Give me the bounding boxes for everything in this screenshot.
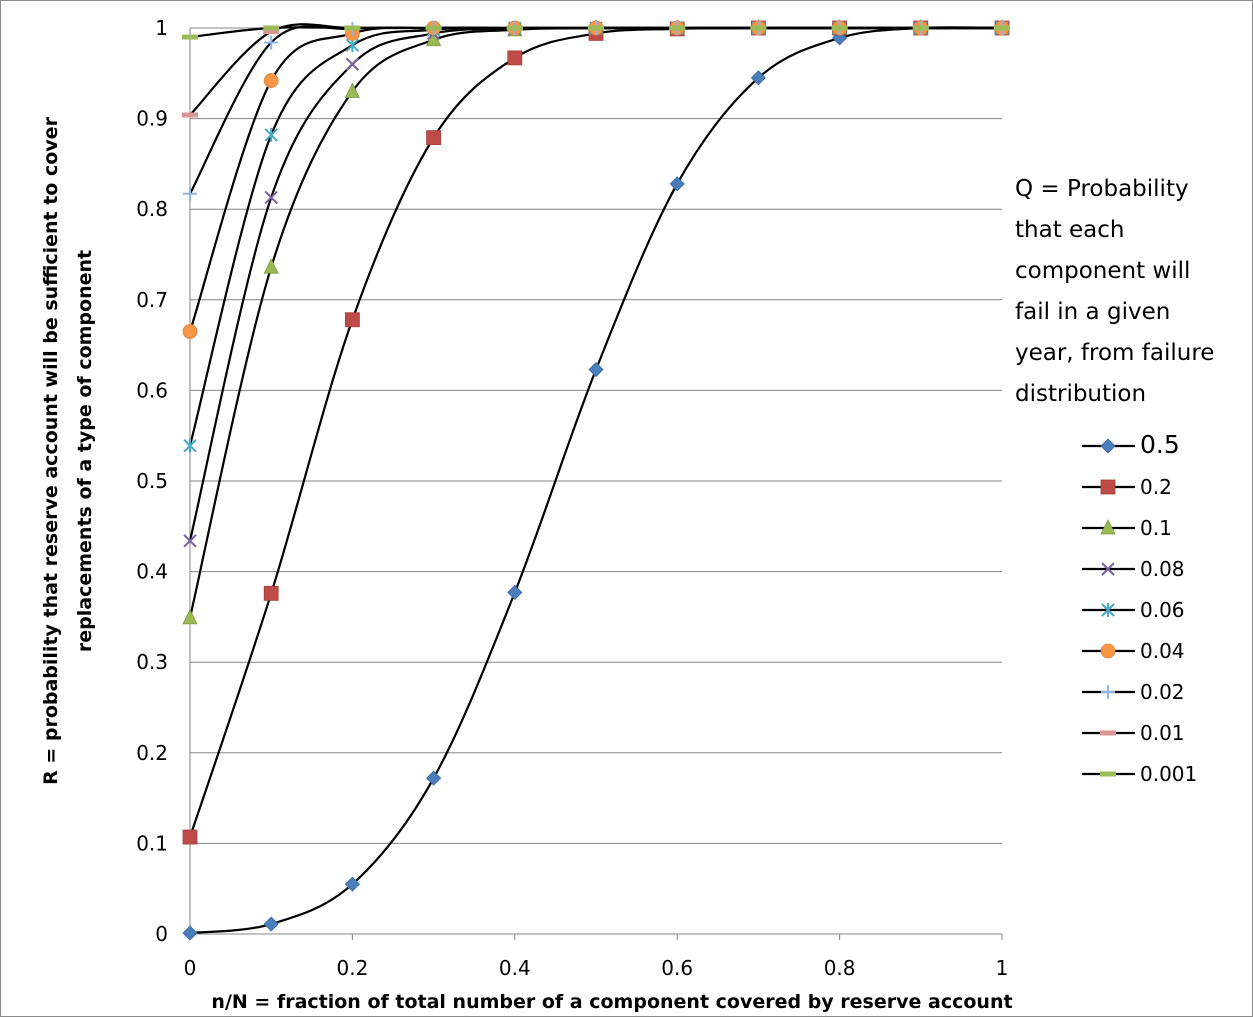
legend-label-0.001: 0.001	[1140, 762, 1197, 786]
data-point-q-0.08	[345, 57, 360, 71]
series-line-0.06	[188, 26, 1002, 446]
data-point-q-0.2	[426, 130, 442, 146]
data-point-q-0.06	[264, 127, 278, 142]
x-tick-labels: 0 0.2 0.4 0.6 0.8 1	[184, 956, 1009, 980]
data-point-q-0.02	[264, 35, 279, 50]
data-point-q-0.5	[426, 770, 442, 786]
legend-label-0.08: 0.08	[1140, 557, 1185, 581]
legend-marker-0.04	[1100, 643, 1116, 659]
data-point-q-0.04	[182, 324, 198, 339]
series-line-0.04	[188, 26, 1002, 332]
x-tick-label: 0.2	[336, 956, 368, 980]
legend-marker-0.02	[1101, 685, 1115, 699]
data-point-q-0.06	[183, 438, 197, 453]
series-lines	[188, 23, 1003, 935]
y-tick-label: 0.8	[136, 197, 168, 221]
data-point-q-0.001	[831, 25, 848, 31]
data-point-q-0.001	[182, 34, 198, 40]
data-point-q-0.1	[425, 30, 442, 47]
x-tick-label: 0.6	[661, 956, 693, 980]
data-point-q-0.5	[263, 916, 279, 932]
gridlines	[190, 27, 1002, 844]
y-tick-label: 0.7	[136, 288, 168, 312]
y-tick-label: 0.4	[136, 560, 168, 584]
data-point-q-0.001	[912, 25, 929, 31]
x-tick-label: 1	[996, 956, 1009, 980]
legend-marker-0.001	[1100, 771, 1116, 777]
legend-label-0.2: 0.2	[1140, 475, 1172, 499]
x-tick-label: 0.4	[499, 956, 531, 980]
legend-label-0.1: 0.1	[1140, 516, 1172, 540]
y-axis-title: R = probability that reserve account wil…	[40, 116, 96, 784]
y-tick-label: 0	[155, 922, 168, 946]
data-point-q-0.001	[669, 25, 686, 31]
legend-title-line-1: Q = Probability	[1015, 176, 1189, 202]
data-point-q-0.2	[263, 585, 279, 601]
data-point-q-0.001	[506, 25, 523, 31]
data-point-q-0.01	[263, 29, 280, 35]
data-point-q-0.04	[263, 73, 279, 88]
data-point-q-0.5	[344, 876, 360, 892]
legend-title: Q = Probability that each component will…	[1015, 176, 1214, 407]
y-tick-label: 0.6	[136, 378, 168, 402]
y-axis-title-line-1: R = probability that reserve account wil…	[40, 116, 62, 784]
x-tick-label: 0	[184, 956, 197, 980]
y-tick-label: 0.3	[136, 650, 168, 674]
data-point-q-0.1	[344, 82, 361, 98]
data-point-q-0.5	[669, 176, 685, 192]
x-axis-title: n/N = fraction of total number of a comp…	[211, 991, 1012, 1013]
data-point-q-0.001	[425, 25, 442, 31]
y-tick-labels: 0 0.1 0.2 0.3 0.4 0.5 0.6 0.7 0.8 0.9 1	[136, 16, 168, 946]
data-point-q-0.2	[344, 312, 360, 328]
legend-marker-0.5	[1100, 438, 1116, 454]
data-point-q-0.001	[750, 25, 767, 31]
data-point-q-0.02	[183, 186, 197, 201]
legend-title-line-4: fail in a given	[1015, 299, 1170, 325]
data-point-q-0.001	[994, 25, 1010, 31]
legend-title-line-5: year, from failure	[1015, 340, 1214, 366]
data-point-q-0.5	[588, 361, 604, 378]
legend-label-0.06: 0.06	[1140, 598, 1185, 622]
data-point-q-0.2	[182, 829, 198, 845]
y-tick-label: 0.5	[136, 469, 168, 493]
data-point-q-0.01	[182, 112, 198, 118]
legend-title-line-6: distribution	[1015, 381, 1146, 407]
data-point-q-0.5	[507, 584, 523, 601]
legend-label-0.02: 0.02	[1140, 680, 1185, 704]
series-line-0.2	[188, 26, 1002, 838]
legend-marker-0.08	[1101, 562, 1115, 576]
legend-label-0.01: 0.01	[1140, 721, 1185, 745]
legend-title-line-3: component will	[1015, 258, 1190, 284]
data-point-q-0.001	[588, 25, 604, 31]
y-tick-label: 0.9	[136, 107, 168, 131]
legend-marker-0.06	[1101, 603, 1115, 617]
series-line-0.1	[188, 26, 1002, 619]
y-tick-label: 1	[155, 16, 168, 40]
legend-marker-0.01	[1100, 730, 1116, 736]
legend-marker-0.2	[1100, 479, 1116, 495]
legend: 0.5 0.2 0.1 0.08 0.06 0.04 0.02 0.01 0.001	[1082, 430, 1197, 786]
data-point-q-0.08	[264, 190, 278, 205]
data-point-q-0.5	[750, 70, 766, 86]
data-point-q-0.5	[182, 925, 198, 941]
data-point-q-0.1	[182, 608, 198, 625]
data-point-q-0.2	[507, 50, 523, 66]
series-line-0.08	[188, 26, 1002, 542]
x-tick-label: 0.8	[824, 956, 856, 980]
data-point-q-0.1	[263, 258, 279, 274]
legend-title-line-2: that each	[1015, 217, 1125, 243]
legend-marker-0.1	[1100, 519, 1116, 535]
data-point-q-0.001	[344, 25, 361, 31]
y-axis-title-line-2: replacements of a type of component	[74, 250, 96, 652]
axes	[189, 28, 1003, 940]
legend-label-0.5: 0.5	[1140, 430, 1180, 459]
y-tick-label: 0.2	[136, 741, 168, 765]
legend-label-0.04: 0.04	[1140, 639, 1185, 663]
series-markers	[182, 19, 1010, 941]
data-point-q-0.001	[263, 25, 280, 31]
y-tick-label: 0.1	[136, 831, 168, 855]
data-point-q-0.08	[183, 534, 197, 548]
